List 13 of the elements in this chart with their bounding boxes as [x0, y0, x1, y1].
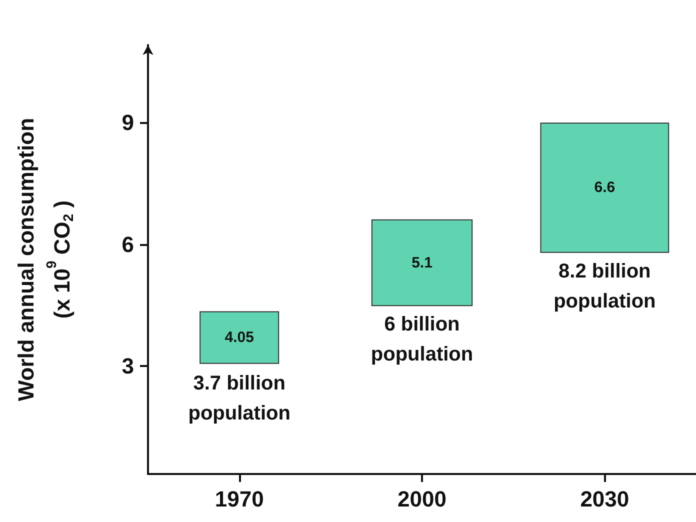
annotation: 8.2 billion population [554, 260, 656, 312]
annotation: 6 billion population [370, 313, 474, 366]
annotation: 6.6 [594, 179, 616, 196]
y-tick-label: 6 [122, 232, 134, 257]
annotation: 5.1 [412, 254, 432, 272]
y-tick-label: 9 [122, 110, 134, 135]
y-tick-label: 3 [122, 354, 134, 379]
annotation: 4.05 [224, 329, 254, 346]
x-tick-label: 1970 [214, 486, 264, 512]
bar [371, 219, 473, 306]
x-tick-label: 2030 [580, 486, 630, 512]
x-tick-label: 2000 [398, 486, 446, 512]
annotation: 3.7 billion population [188, 372, 290, 424]
